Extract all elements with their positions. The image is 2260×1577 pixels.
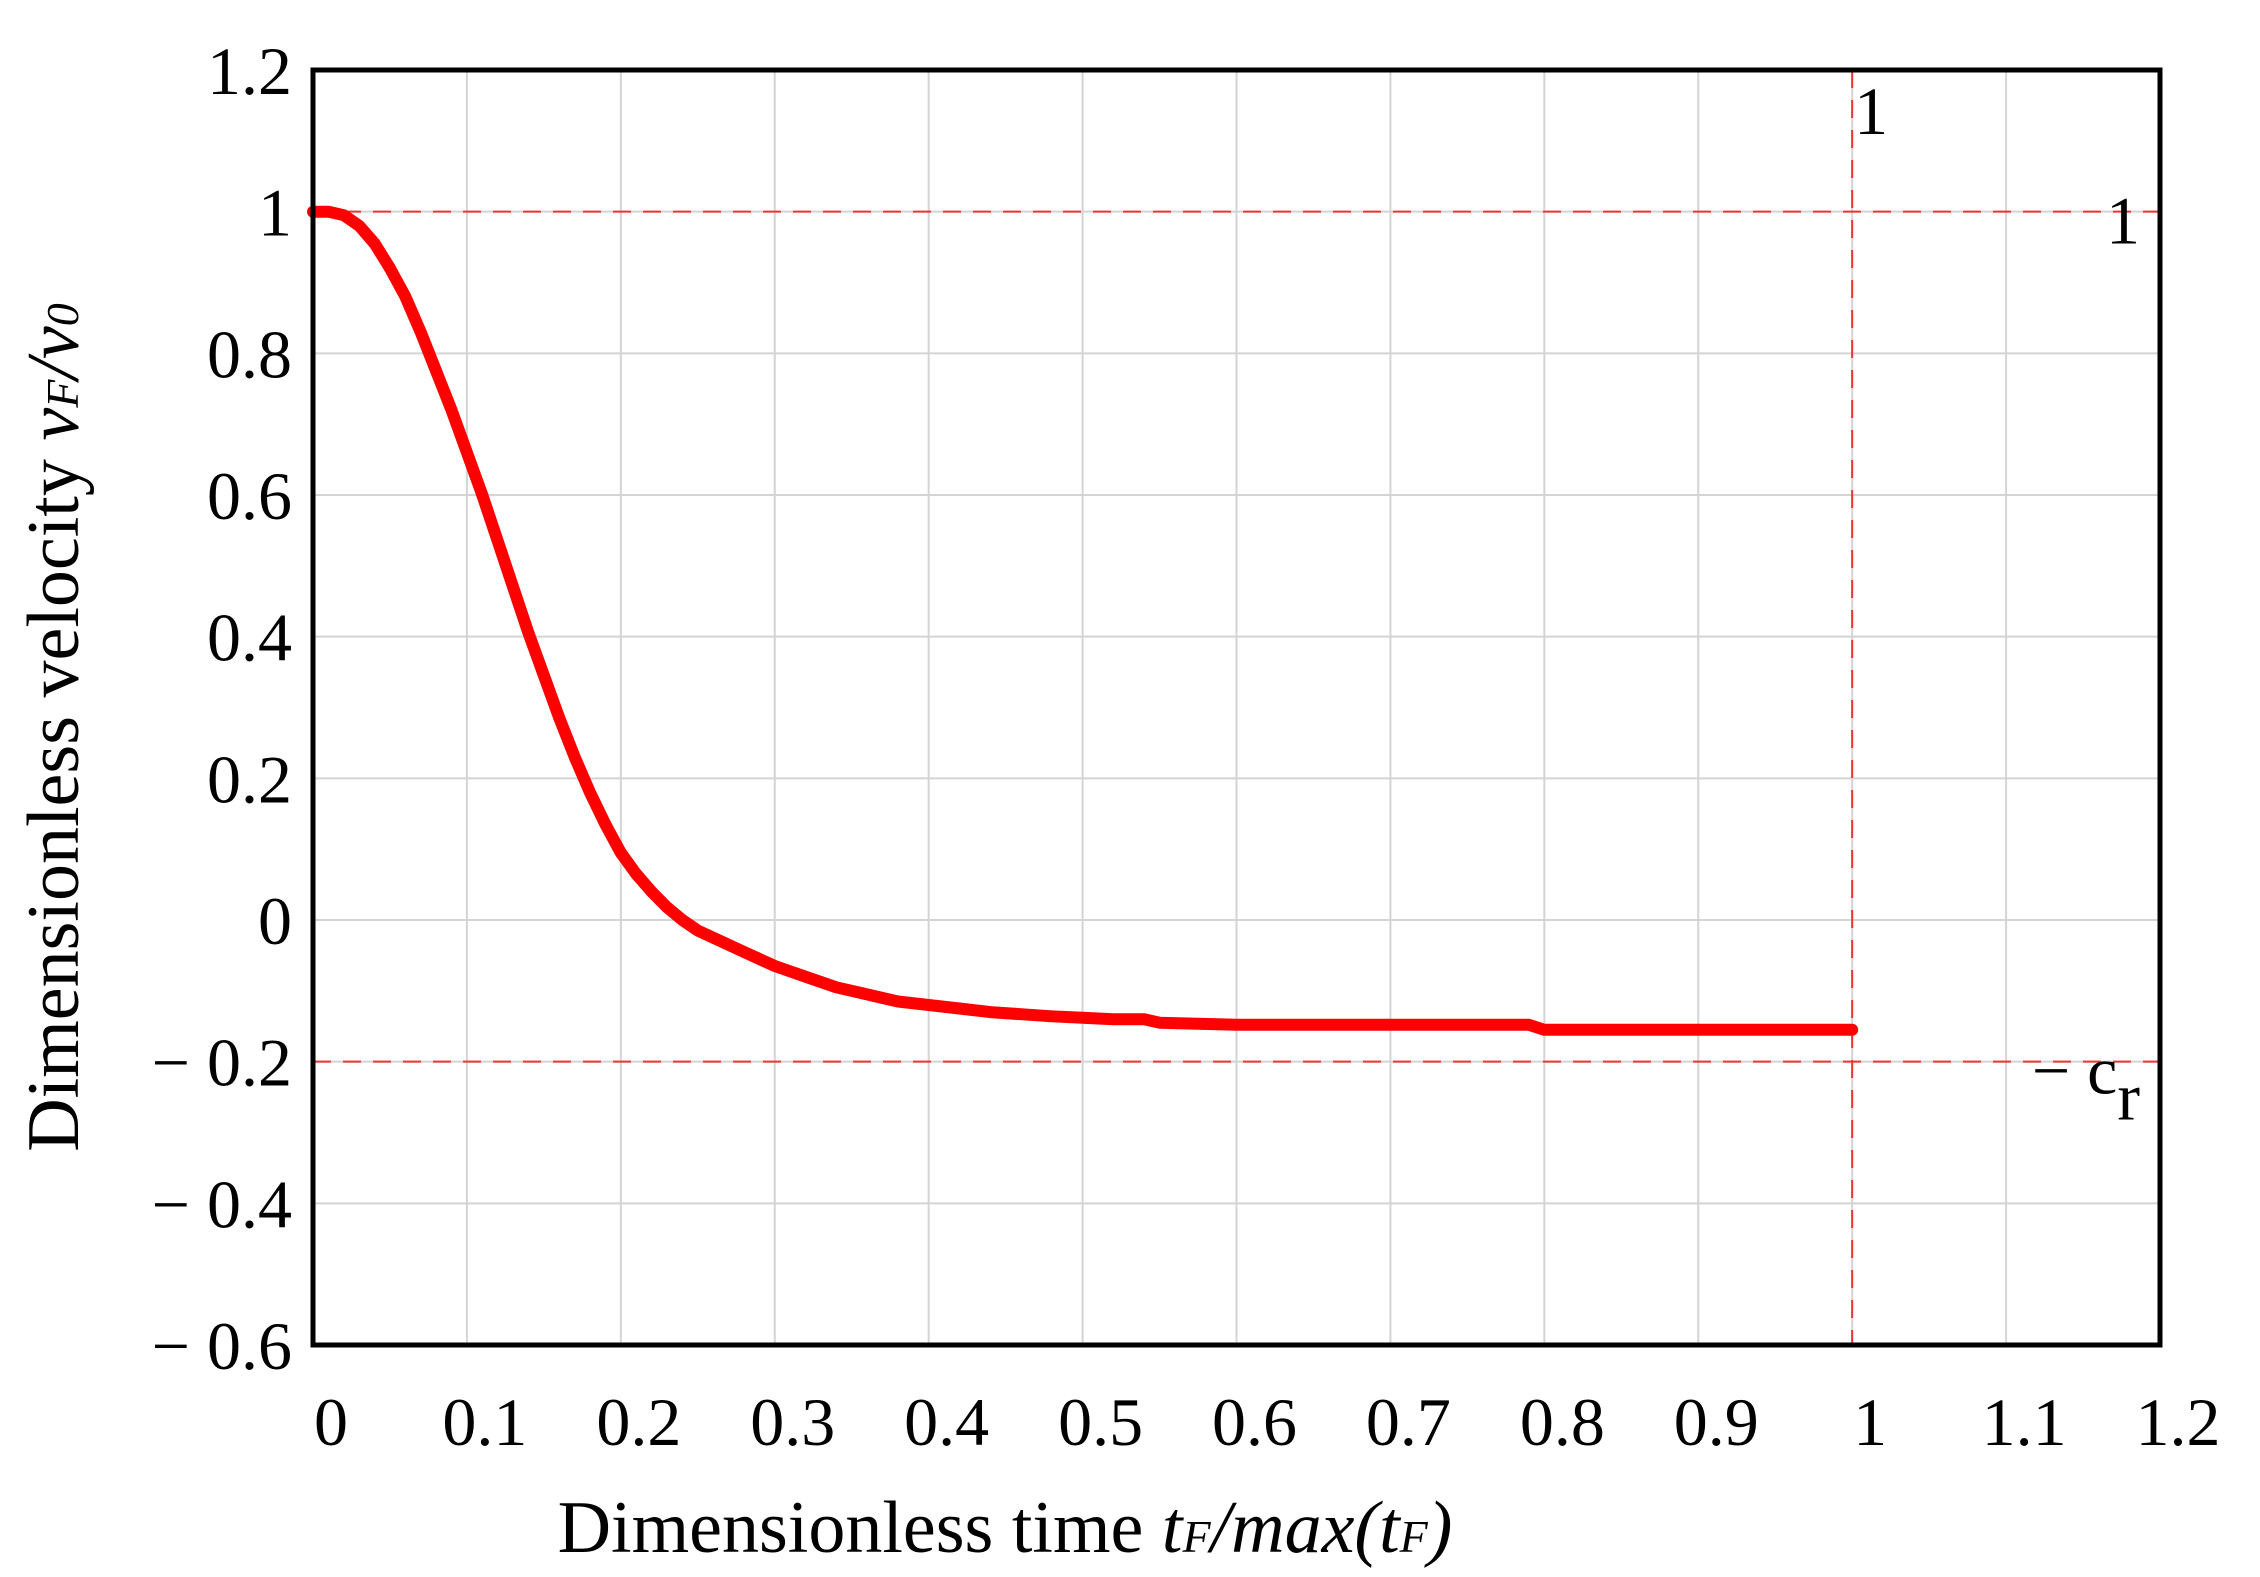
x-tick-label-9: 0.9: [1674, 1384, 1759, 1460]
x-tick-labels: 0 0.1 0.2 0.3 0.4 0.5 0.6 0.7 0.8 0.9 1 1.1 1.2: [314, 1384, 2221, 1460]
plot-frame: [310, 67, 2163, 1348]
y-tick-label-9: − 0.6: [152, 1308, 292, 1384]
series: [307, 205, 1859, 1036]
y-tick-label-2: 0.8: [207, 316, 292, 392]
cr-subscript: r: [2117, 1059, 2140, 1135]
y-tick-label-7: − 0.2: [152, 1025, 292, 1101]
vertical-reference-label: 1: [1854, 73, 1888, 149]
y-title-sub2: 0: [37, 303, 88, 326]
x-title-var1: t: [1162, 1487, 1185, 1569]
y-tick-label-1: 1: [258, 175, 292, 251]
y-tick-label-0: 1.2: [207, 33, 292, 109]
x-title-paren-open: (: [1354, 1487, 1383, 1569]
y-tick-labels: 1.2 1 0.8 0.6 0.4 0.2 0 − 0.2 − 0.4 − 0.6: [152, 33, 292, 1384]
horizontal-reference-label-cr: − cr: [2032, 1033, 2141, 1135]
x-tick-label-10: 1: [1853, 1384, 1887, 1460]
x-title-prefix: Dimensionless time: [558, 1487, 1162, 1569]
x-tick-label-8: 0.8: [1520, 1384, 1605, 1460]
x-tick-label-3: 0.3: [750, 1384, 835, 1460]
x-tick-label-12: 1.2: [2136, 1384, 2221, 1460]
x-tick-label-4: 0.4: [904, 1384, 989, 1460]
x-tick-label-2: 0.2: [596, 1384, 681, 1460]
y-title-var1: v: [13, 408, 95, 441]
x-tick-label-11: 1.1: [1982, 1384, 2067, 1460]
x-tick-label-7: 0.7: [1366, 1384, 1451, 1460]
y-tick-label-4: 0.4: [207, 600, 292, 676]
y-title-var2: v: [13, 326, 95, 359]
x-axis-title: Dimensionless time tF/max(tF): [558, 1487, 1453, 1569]
y-tick-label-6: 0: [258, 883, 292, 959]
y-tick-label-3: 0.6: [207, 458, 292, 534]
reference-lines: [313, 70, 2160, 1345]
x-title-sub1: F: [1181, 1511, 1211, 1562]
y-tick-label-8: − 0.4: [152, 1166, 292, 1242]
x-title-var2: max: [1231, 1487, 1354, 1569]
x-tick-label-1: 0.1: [442, 1384, 527, 1460]
x-tick-label-5: 0.5: [1058, 1384, 1143, 1460]
reference-line-labels: 1 1 − cr: [1854, 73, 2140, 1135]
y-title-prefix: Dimensionless velocity: [13, 441, 95, 1152]
x-title-sub3: F: [1399, 1511, 1429, 1562]
x-title-var3: t: [1379, 1487, 1402, 1569]
horizontal-reference-label-one: 1: [2106, 183, 2140, 259]
y-title-sub1: F: [37, 379, 88, 409]
y-axis-title: Dimensionless velocity vF/v0: [13, 303, 95, 1152]
grid: [312, 69, 2161, 1346]
y-tick-label-5: 0.2: [207, 741, 292, 817]
series-line-0: [307, 205, 1859, 1036]
x-title-paren-close: ): [1424, 1487, 1453, 1569]
cr-main: − c: [2032, 1033, 2118, 1109]
x-tick-label-0: 0: [314, 1384, 348, 1460]
x-tick-label-6: 0.6: [1212, 1384, 1297, 1460]
